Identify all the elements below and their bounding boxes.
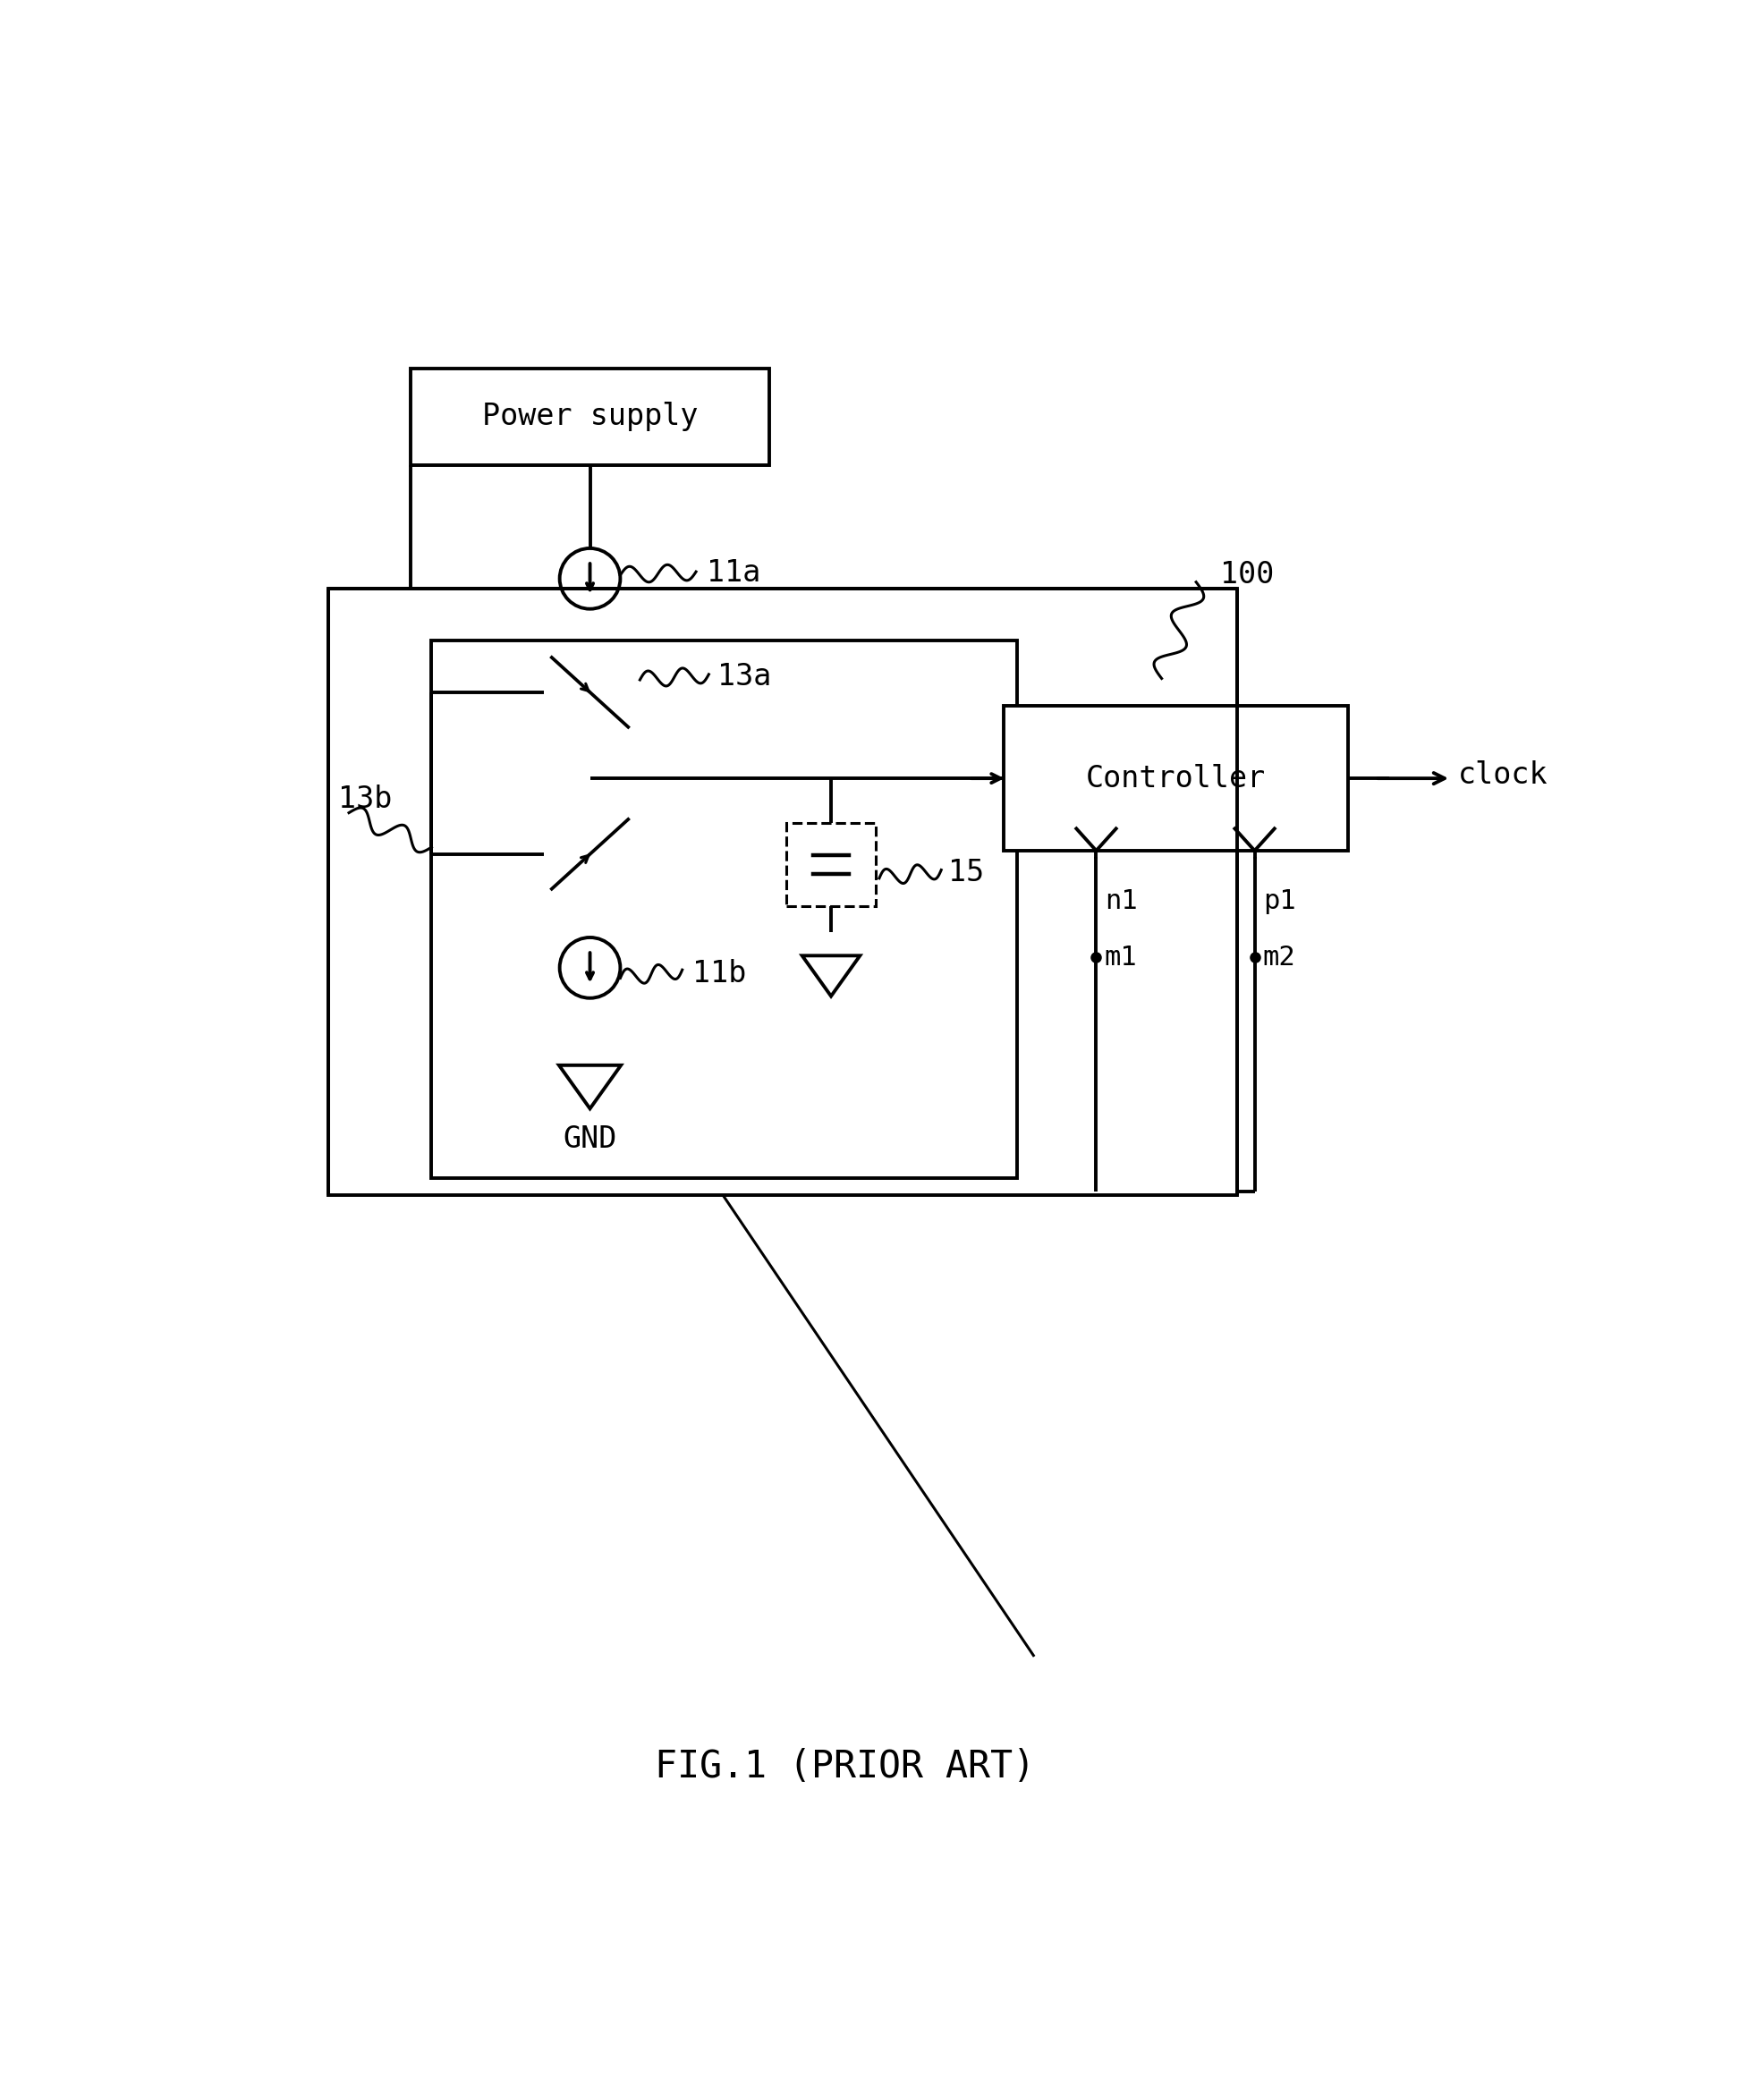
Text: GND: GND xyxy=(563,1124,617,1153)
Text: 13a: 13a xyxy=(718,663,771,692)
Bar xyxy=(787,823,875,906)
Text: m2: m2 xyxy=(1263,945,1297,970)
Text: Controller: Controller xyxy=(1085,763,1265,794)
Text: 100: 100 xyxy=(1221,561,1274,590)
Text: m1: m1 xyxy=(1104,945,1138,970)
Text: p1: p1 xyxy=(1263,889,1297,914)
Text: FIG.1 (PRIOR ART): FIG.1 (PRIOR ART) xyxy=(654,1748,1035,1785)
Text: 11b: 11b xyxy=(693,958,746,987)
Bar xyxy=(543,810,637,898)
Bar xyxy=(328,588,1237,1195)
Bar xyxy=(432,640,1018,1178)
Text: 15: 15 xyxy=(947,858,984,887)
Text: Power supply: Power supply xyxy=(482,401,699,432)
Bar xyxy=(411,368,769,465)
Bar xyxy=(543,648,637,736)
Text: n1: n1 xyxy=(1104,889,1138,914)
Bar xyxy=(1004,707,1348,850)
Text: 11a: 11a xyxy=(706,559,760,588)
Text: clock: clock xyxy=(1457,761,1547,790)
Text: 13b: 13b xyxy=(339,783,393,815)
